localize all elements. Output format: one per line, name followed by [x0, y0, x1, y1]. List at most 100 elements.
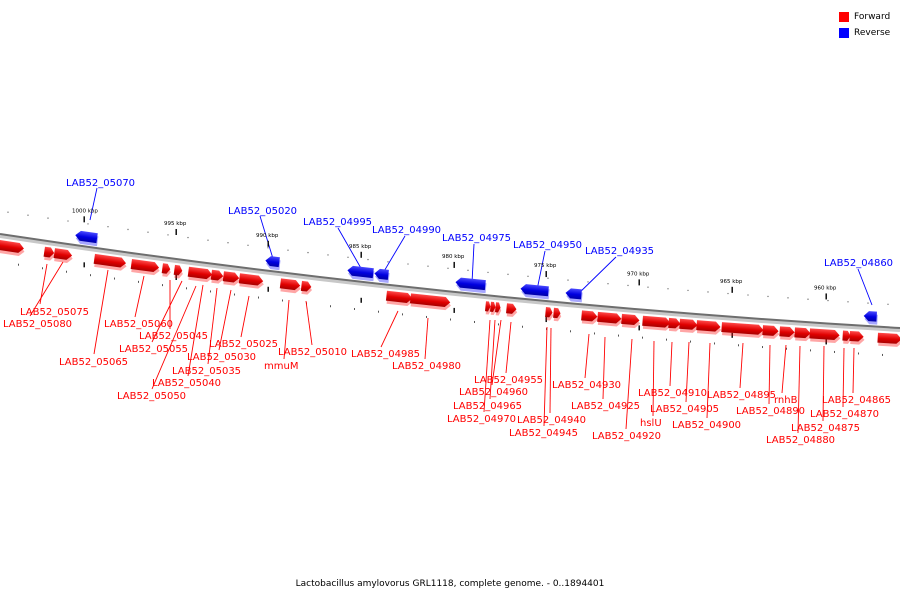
scale-dot — [186, 287, 187, 290]
gene-body — [621, 313, 640, 326]
reverse-gene-label[interactable]: LAB52_04935 — [585, 246, 654, 257]
forward-gene-label[interactable]: rnhB — [774, 395, 798, 406]
forward-gene-label[interactable]: LAB52_04880 — [766, 435, 835, 446]
forward-gene-label[interactable]: mmuM — [264, 361, 298, 372]
forward-gene-glyph[interactable] — [794, 327, 812, 342]
forward-gene-label[interactable]: LAB52_04905 — [650, 404, 719, 415]
reverse-gene-glyph[interactable] — [264, 256, 281, 271]
forward-gene-glyph[interactable] — [545, 307, 554, 321]
forward-gene-label[interactable]: LAB52_05040 — [152, 378, 221, 389]
forward-gene-glyph[interactable] — [238, 273, 264, 289]
gene-body — [374, 268, 389, 280]
forward-gene-label[interactable]: LAB52_05080 — [3, 319, 72, 330]
forward-gene-label[interactable]: LAB52_04910 — [638, 388, 707, 399]
forward-gene-glyph[interactable] — [173, 264, 184, 279]
forward-gene-glyph[interactable] — [553, 307, 562, 322]
forward-gene-label[interactable]: LAB52_05035 — [172, 366, 241, 377]
forward-gene-glyph[interactable] — [779, 326, 796, 341]
forward-gene-label[interactable]: LAB52_04920 — [592, 431, 661, 442]
scale-dot — [330, 305, 331, 308]
forward-gene-glyph[interactable] — [93, 253, 127, 271]
forward-gene-glyph[interactable] — [490, 301, 497, 316]
forward-gene-label[interactable]: LAB52_04970 — [447, 414, 516, 425]
gene-body — [490, 301, 496, 312]
scale-dot — [87, 223, 89, 225]
forward-gene-glyph[interactable] — [495, 302, 502, 316]
reverse-gene-label[interactable]: LAB52_05070 — [66, 178, 135, 189]
reverse-gene-glyph[interactable] — [347, 265, 375, 282]
scale-dot — [207, 239, 209, 241]
reverse-gene-glyph[interactable] — [565, 288, 583, 303]
forward-gene-label[interactable]: LAB52_05050 — [117, 391, 186, 402]
scale-dot — [767, 295, 769, 298]
forward-gene-label[interactable]: LAB52_04955 — [474, 375, 543, 386]
forward-gene-label[interactable]: LAB52_04960 — [459, 387, 528, 398]
reverse-gene-glyph[interactable] — [520, 284, 550, 300]
forward-gene-glyph[interactable] — [484, 301, 492, 315]
forward-gene-glyph[interactable] — [842, 330, 852, 345]
forward-gene-glyph[interactable] — [581, 310, 599, 325]
forward-gene-glyph[interactable] — [877, 332, 900, 347]
reverse-gene-glyph[interactable] — [374, 268, 390, 283]
forward-gene-label[interactable]: LAB52_04890 — [736, 406, 805, 417]
forward-gene-glyph[interactable] — [409, 293, 452, 311]
forward-gene-glyph[interactable] — [597, 311, 623, 327]
forward-gene-label[interactable]: LAB52_05055 — [119, 344, 188, 355]
forward-gene-glyph[interactable] — [762, 325, 780, 339]
forward-gene-glyph[interactable] — [849, 330, 865, 345]
forward-gene-glyph[interactable] — [696, 320, 722, 335]
forward-gene-label[interactable]: LAB52_04900 — [672, 420, 741, 431]
forward-gene-glyph[interactable] — [385, 290, 414, 307]
reverse-gene-label[interactable]: LAB52_04995 — [303, 217, 372, 228]
forward-gene-glyph[interactable] — [279, 278, 301, 294]
forward-gene-label[interactable]: LAB52_04965 — [453, 401, 522, 412]
gene-body — [495, 302, 501, 313]
forward-gene-glyph[interactable] — [809, 328, 841, 344]
forward-gene-glyph[interactable] — [621, 313, 641, 329]
forward-gene-label[interactable]: LAB52_05045 — [139, 331, 208, 342]
forward-gene-glyph[interactable] — [53, 248, 74, 264]
forward-gene-glyph[interactable] — [161, 263, 172, 277]
reverse-gene-label[interactable]: LAB52_04860 — [824, 258, 893, 269]
forward-gene-glyph[interactable] — [721, 322, 765, 338]
reverse-gene-label[interactable]: LAB52_04990 — [372, 225, 441, 236]
forward-gene-label[interactable]: LAB52_05060 — [104, 319, 173, 330]
forward-gene-glyph[interactable] — [130, 259, 160, 276]
reverse-gene-label[interactable]: LAB52_04975 — [442, 233, 511, 244]
forward-gene-glyph[interactable] — [668, 317, 682, 332]
gene-body — [553, 307, 561, 319]
forward-gene-glyph[interactable] — [43, 246, 56, 261]
forward-gene-label[interactable]: LAB52_05075 — [20, 307, 89, 318]
forward-gene-label[interactable]: LAB52_04875 — [791, 423, 860, 434]
reverse-gene-glyph[interactable] — [863, 311, 878, 325]
forward-gene-label[interactable]: LAB52_04985 — [351, 349, 420, 360]
forward-gene-label[interactable]: LAB52_05030 — [187, 352, 256, 363]
reverse-gene-label[interactable]: LAB52_05020 — [228, 206, 297, 217]
forward-gene-label[interactable]: LAB52_04865 — [822, 395, 891, 406]
leader-line — [797, 345, 801, 434]
forward-gene-label[interactable]: LAB52_04945 — [509, 428, 578, 439]
reverse-gene-glyph[interactable] — [455, 277, 487, 294]
forward-gene-label[interactable]: hslU — [640, 418, 662, 429]
forward-gene-glyph[interactable] — [642, 315, 672, 331]
forward-gene-glyph[interactable] — [187, 266, 213, 283]
forward-gene-glyph[interactable] — [679, 318, 699, 333]
gene-body — [597, 311, 622, 324]
axis-tick — [267, 240, 269, 247]
forward-gene-label[interactable]: LAB52_05025 — [209, 339, 278, 350]
forward-gene-glyph[interactable] — [0, 239, 26, 256]
forward-gene-glyph[interactable] — [300, 280, 312, 295]
forward-gene-glyph[interactable] — [222, 271, 241, 286]
forward-gene-label[interactable]: LAB52_04930 — [552, 380, 621, 391]
forward-gene-label[interactable]: LAB52_04870 — [810, 409, 879, 420]
forward-gene-glyph[interactable] — [210, 269, 225, 285]
forward-gene-label[interactable]: LAB52_04940 — [517, 415, 586, 426]
forward-gene-label[interactable]: LAB52_04895 — [707, 390, 776, 401]
reverse-gene-glyph[interactable] — [74, 230, 99, 247]
forward-gene-label[interactable]: LAB52_05010 — [278, 347, 347, 358]
forward-gene-label[interactable]: LAB52_04925 — [571, 401, 640, 412]
reverse-gene-label[interactable]: LAB52_04950 — [513, 240, 582, 251]
forward-gene-glyph[interactable] — [506, 303, 518, 317]
forward-gene-label[interactable]: LAB52_04980 — [392, 361, 461, 372]
forward-gene-label[interactable]: LAB52_05065 — [59, 357, 128, 368]
